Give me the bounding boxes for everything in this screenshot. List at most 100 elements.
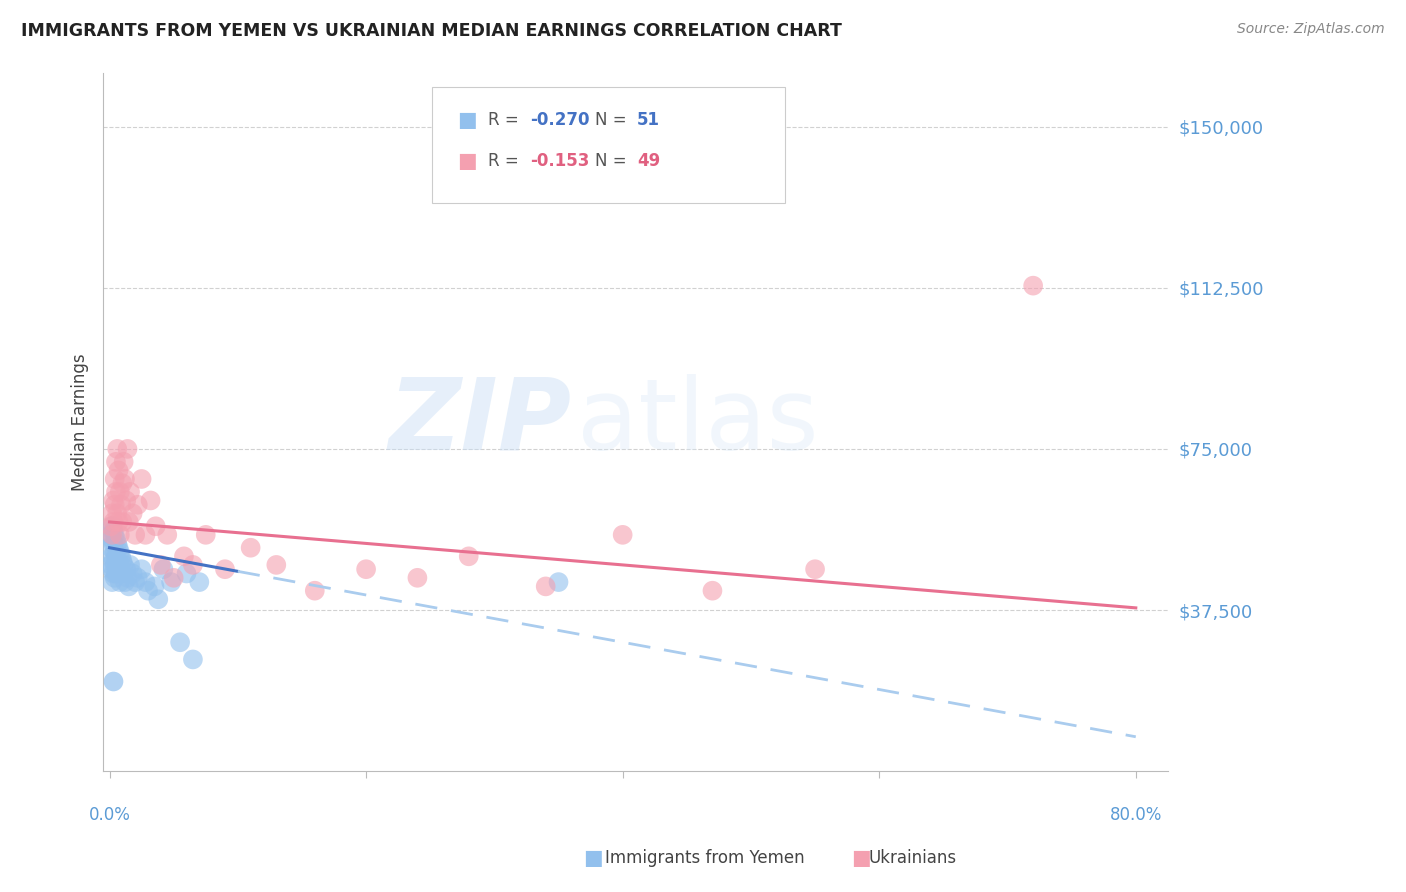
Point bbox=[103, 673, 125, 688]
Point bbox=[149, 558, 172, 572]
Text: Source: ZipAtlas.com: Source: ZipAtlas.com bbox=[1237, 22, 1385, 37]
Point bbox=[702, 583, 724, 598]
Point bbox=[100, 541, 122, 555]
Point bbox=[105, 442, 128, 456]
Point bbox=[103, 515, 125, 529]
Point bbox=[108, 575, 131, 590]
Text: 51: 51 bbox=[637, 112, 659, 129]
Point bbox=[101, 562, 124, 576]
Point bbox=[163, 571, 186, 585]
Point bbox=[156, 528, 179, 542]
Point bbox=[100, 519, 122, 533]
Point bbox=[354, 562, 377, 576]
Point bbox=[176, 566, 198, 581]
Text: 49: 49 bbox=[637, 152, 661, 169]
Text: atlas: atlas bbox=[576, 374, 818, 471]
Point bbox=[108, 545, 131, 559]
Text: ■: ■ bbox=[851, 848, 870, 868]
Point bbox=[118, 515, 141, 529]
Point bbox=[111, 476, 134, 491]
Point bbox=[104, 472, 127, 486]
Point bbox=[104, 566, 127, 581]
Point bbox=[121, 566, 143, 581]
Point bbox=[114, 472, 136, 486]
Point bbox=[104, 558, 127, 572]
Text: -0.153: -0.153 bbox=[530, 152, 589, 169]
Point bbox=[104, 571, 127, 585]
Point bbox=[547, 575, 569, 590]
Text: R =: R = bbox=[488, 152, 524, 169]
Point bbox=[108, 558, 131, 572]
Point bbox=[105, 553, 128, 567]
Text: ■: ■ bbox=[457, 111, 477, 130]
Point bbox=[118, 579, 141, 593]
Point bbox=[115, 562, 138, 576]
Point bbox=[124, 575, 146, 590]
Text: Immigrants from Yemen: Immigrants from Yemen bbox=[605, 849, 804, 867]
Point bbox=[188, 575, 211, 590]
Point bbox=[117, 442, 139, 456]
Point bbox=[105, 507, 128, 521]
Point bbox=[110, 549, 132, 564]
Point bbox=[104, 498, 127, 512]
Point bbox=[612, 528, 634, 542]
Text: ■: ■ bbox=[457, 151, 477, 170]
Point bbox=[181, 652, 204, 666]
Point bbox=[114, 575, 136, 590]
Point bbox=[143, 579, 166, 593]
Point bbox=[127, 498, 149, 512]
Point bbox=[169, 635, 191, 649]
Point bbox=[111, 566, 134, 581]
Point bbox=[103, 536, 125, 550]
Y-axis label: Median Earnings: Median Earnings bbox=[72, 353, 89, 491]
Point bbox=[104, 484, 127, 499]
Text: IMMIGRANTS FROM YEMEN VS UKRAINIAN MEDIAN EARNINGS CORRELATION CHART: IMMIGRANTS FROM YEMEN VS UKRAINIAN MEDIA… bbox=[21, 22, 842, 40]
Point bbox=[101, 532, 124, 546]
Point bbox=[457, 549, 479, 564]
Point bbox=[101, 528, 124, 542]
Point bbox=[804, 562, 827, 576]
Point bbox=[194, 528, 217, 542]
Point bbox=[139, 493, 162, 508]
Point bbox=[160, 575, 183, 590]
Text: N =: N = bbox=[595, 152, 631, 169]
Point bbox=[134, 528, 156, 542]
Text: 0.0%: 0.0% bbox=[89, 806, 131, 824]
Point bbox=[214, 562, 236, 576]
Text: ZIP: ZIP bbox=[388, 374, 572, 471]
Point bbox=[131, 562, 153, 576]
Point bbox=[100, 558, 122, 572]
Point bbox=[101, 519, 124, 533]
Point bbox=[101, 507, 124, 521]
Point bbox=[112, 455, 135, 469]
Point bbox=[120, 484, 142, 499]
Point bbox=[1022, 278, 1045, 293]
Text: R =: R = bbox=[488, 112, 524, 129]
Point bbox=[104, 545, 127, 559]
Text: ■: ■ bbox=[583, 848, 603, 868]
Point bbox=[104, 528, 127, 542]
Text: N =: N = bbox=[595, 112, 631, 129]
Point bbox=[181, 558, 204, 572]
Text: 80.0%: 80.0% bbox=[1109, 806, 1161, 824]
Point bbox=[115, 493, 138, 508]
Point bbox=[120, 558, 142, 572]
Point bbox=[107, 541, 129, 555]
Point bbox=[173, 549, 195, 564]
Point bbox=[112, 558, 135, 572]
Point bbox=[152, 562, 174, 576]
Point bbox=[104, 455, 127, 469]
Point bbox=[304, 583, 326, 598]
Point bbox=[107, 562, 129, 576]
Point bbox=[266, 558, 288, 572]
Point bbox=[103, 524, 125, 538]
Point bbox=[101, 549, 124, 564]
Point bbox=[103, 493, 125, 508]
Point bbox=[239, 541, 262, 555]
Point bbox=[107, 515, 129, 529]
Point bbox=[131, 472, 153, 486]
Point bbox=[148, 592, 170, 607]
Point bbox=[406, 571, 429, 585]
Point bbox=[110, 498, 132, 512]
Point bbox=[127, 571, 149, 585]
